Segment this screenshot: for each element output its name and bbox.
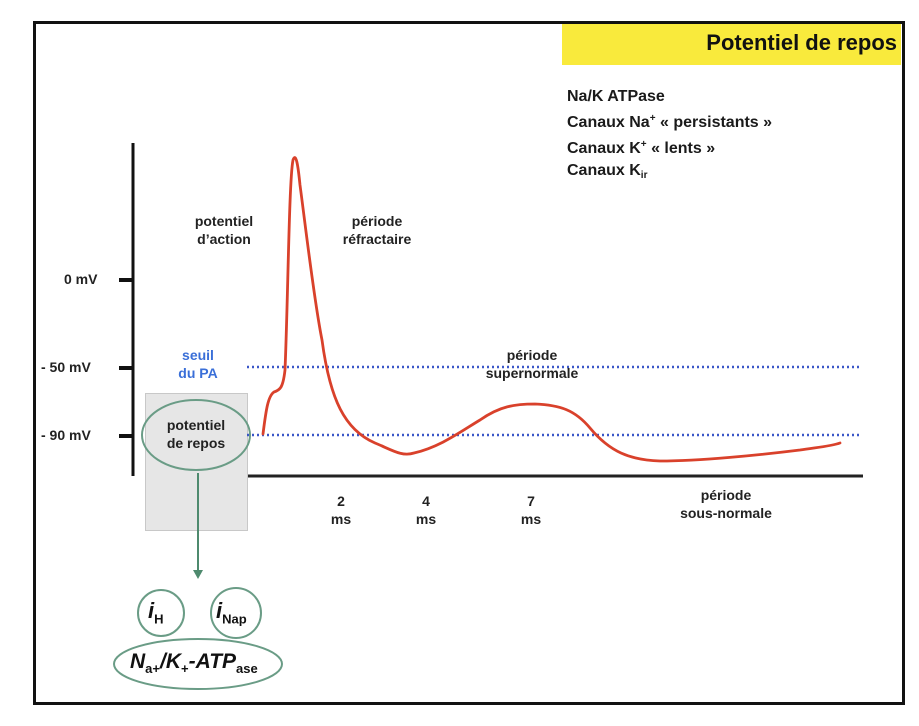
x-tick-7ms: 7 ms [520,493,542,527]
inap-circle [210,587,262,639]
refractory-period-label: période réfractaire [342,213,412,247]
x-tick-2ms: 2 ms [330,493,352,527]
resting-ellipse [141,399,251,471]
inap-current: iNap [216,598,247,627]
na-k-atpase-label: Na+/K+-ATPase [130,650,258,677]
threshold-label: seuil du PA [178,347,218,381]
y-tick-label: 0 mV [64,271,98,287]
supernormal-period-label: période supernormale [485,347,579,381]
mechanism-item: Canaux Na+ « persistants » [567,113,773,131]
slide-frame [33,21,905,705]
arrow-down-icon [193,570,203,579]
y-tick-label: - 50 mV [41,359,91,375]
y-tick-label: - 90 mV [41,427,91,443]
resting-potential-label: potentiel de repos [166,417,226,451]
pump-ellipse [113,638,283,690]
ih-current: iH [148,598,164,627]
title-banner: Potentiel de repos [562,24,901,65]
slide-title: Potentiel de repos [706,30,897,55]
mechanism-item: Canaux Kir [567,162,648,181]
mechanism-item: Canaux K+ « lents » [567,139,716,157]
mechanism-item: Na/K ATPase [567,88,665,105]
x-tick-4ms: 4 ms [415,493,437,527]
subnormal-period-label: période sous-normale [680,487,772,521]
ih-circle [137,589,185,637]
action-potential-curve [261,156,842,463]
mechanism-list: Na/K ATPase Canaux Na+ « persistants » C… [567,86,772,187]
action-potential-label: potentiel d’action [194,213,254,247]
